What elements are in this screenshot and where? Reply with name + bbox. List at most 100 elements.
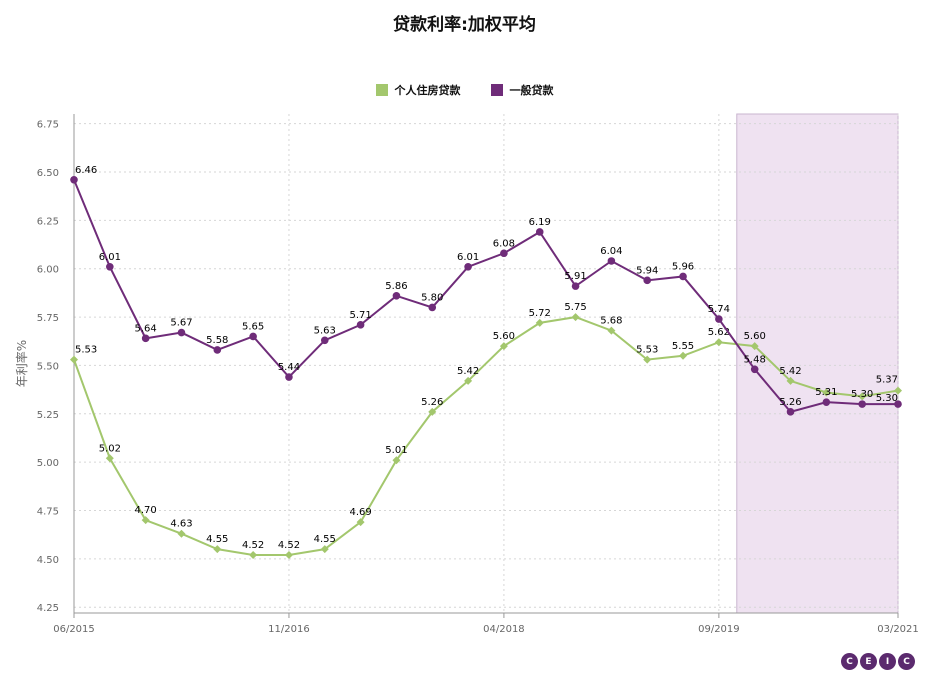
data-point (858, 400, 866, 408)
data-label: 5.42 (779, 366, 801, 377)
data-point (571, 282, 580, 290)
data-label: 5.86 (385, 281, 407, 292)
data-point (141, 516, 150, 525)
data-point (607, 326, 616, 335)
data-label: 5.80 (421, 292, 443, 303)
data-point (70, 175, 78, 184)
data-point (464, 262, 472, 271)
series-line (73, 179, 898, 413)
data-point (106, 262, 114, 271)
x-tick-label: 09/2019 (698, 624, 740, 635)
data-label: 6.19 (529, 217, 551, 228)
data-point (177, 328, 186, 337)
data-label: 4.55 (314, 534, 336, 545)
data-label: 5.62 (708, 327, 730, 338)
data-point (428, 303, 437, 312)
data-label: 4.69 (349, 507, 371, 518)
data-label: 6.08 (493, 238, 515, 249)
data-point (356, 518, 365, 527)
data-point (643, 355, 652, 364)
data-point (894, 400, 902, 408)
data-point (177, 529, 186, 538)
data-label: 5.75 (564, 302, 586, 313)
x-tick-label: 11/2016 (268, 624, 310, 635)
data-point (571, 313, 580, 322)
data-label: 5.26 (779, 397, 801, 408)
data-point (499, 342, 508, 351)
y-tick-label: 6.25 (37, 216, 59, 227)
y-tick-label: 6.75 (37, 120, 59, 131)
data-label: 5.01 (385, 445, 407, 456)
data-point (392, 456, 401, 465)
chart-title: 贷款利率:加权平均 (393, 15, 536, 35)
y-tick-label: 4.50 (37, 555, 59, 566)
data-point (535, 318, 544, 327)
logo-letter: C (841, 653, 858, 670)
data-point (786, 376, 795, 385)
data-point (643, 276, 652, 285)
data-point (822, 398, 831, 406)
data-point (356, 321, 365, 329)
legend-label-housing-loans: 个人住房贷款 (394, 84, 461, 97)
y-tick-label: 5.75 (37, 313, 59, 324)
data-label: 5.91 (564, 271, 586, 282)
x-tick-label: 03/2021 (877, 624, 919, 635)
y-tick-label: 6.50 (37, 168, 59, 179)
data-label: 5.63 (314, 325, 336, 336)
data-point (105, 454, 114, 463)
data-label: 6.46 (75, 165, 97, 176)
data-point (822, 388, 831, 397)
data-label: 5.42 (457, 366, 479, 377)
data-label: 5.44 (278, 362, 300, 373)
data-point (714, 338, 723, 347)
data-point (249, 550, 258, 559)
data-label: 5.26 (421, 397, 443, 408)
data-label: 5.53 (75, 345, 97, 356)
legend: 个人住房贷款 一般贷款 (0, 82, 929, 98)
y-tick-label: 4.25 (37, 603, 59, 614)
data-label: 5.96 (672, 261, 694, 272)
data-point (70, 355, 78, 364)
logo-letter: C (898, 653, 915, 670)
legend-swatch-housing-loans (375, 84, 388, 96)
data-point (392, 292, 401, 300)
y-tick-label: 6.00 (37, 265, 59, 276)
data-label: 5.64 (135, 323, 157, 334)
data-point (894, 386, 902, 395)
data-label: 5.30 (876, 393, 898, 404)
series-line (73, 316, 899, 556)
data-point (679, 272, 687, 281)
y-tick-label: 5.50 (37, 361, 59, 372)
data-point (320, 545, 329, 554)
data-point (715, 315, 723, 323)
legend-item-general-loans[interactable]: 一般贷款 (490, 82, 554, 98)
logo-letter: I (879, 653, 896, 670)
data-label: 5.68 (600, 316, 622, 327)
legend-label-general-loans: 一般贷款 (509, 84, 554, 97)
data-label: 5.67 (170, 318, 192, 329)
ceic-logo: C E I C (841, 653, 915, 670)
data-point (500, 249, 508, 258)
data-point (141, 334, 150, 343)
data-label: 4.55 (206, 534, 228, 545)
data-point (284, 550, 293, 559)
data-label: 5.74 (708, 304, 730, 315)
data-label: 5.60 (493, 331, 515, 342)
data-label: 5.02 (99, 443, 121, 454)
data-point (607, 257, 616, 265)
y-tick-label: 4.75 (37, 506, 59, 517)
data-point (213, 346, 222, 354)
data-label: 5.55 (672, 341, 694, 352)
data-label: 5.60 (744, 331, 766, 342)
data-label: 5.37 (876, 375, 898, 386)
data-label: 5.53 (636, 345, 658, 356)
data-point (750, 365, 759, 374)
data-label: 4.63 (170, 519, 192, 530)
data-point (213, 545, 222, 554)
legend-item-housing-loans[interactable]: 个人住房贷款 (375, 82, 461, 98)
data-point (428, 407, 437, 416)
data-point (249, 332, 257, 341)
data-label: 6.04 (600, 246, 622, 257)
data-point (786, 408, 795, 416)
